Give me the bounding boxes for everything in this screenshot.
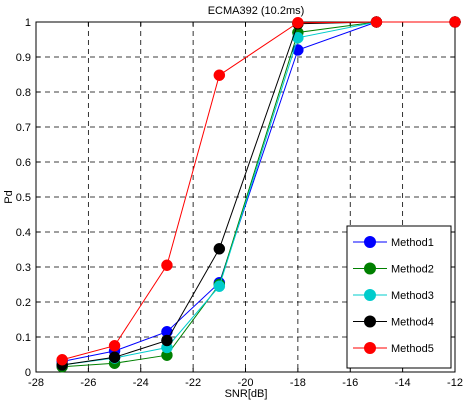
legend-box xyxy=(346,225,452,369)
legend-item: Method1 xyxy=(353,236,434,249)
x-tick-label: -22 xyxy=(185,377,201,389)
y-tick-label: 0.6 xyxy=(16,157,31,169)
legend-label: Method1 xyxy=(391,237,434,249)
x-tick-label: -28 xyxy=(28,377,44,389)
data-point xyxy=(292,16,304,29)
y-tick-label: 0.9 xyxy=(16,52,31,64)
legend-label: Method5 xyxy=(391,343,434,355)
legend: Method1 Method2 Method3 Method4 Method5 xyxy=(346,225,452,369)
data-point xyxy=(213,280,226,292)
x-axis-label: SNR[dB] xyxy=(225,388,268,400)
x-tick-label: -18 xyxy=(290,377,306,389)
legend-marker xyxy=(364,289,376,301)
data-point xyxy=(161,259,173,271)
data-point xyxy=(161,334,173,347)
legend-item: Method5 xyxy=(353,342,434,355)
series-group xyxy=(56,16,461,373)
y-tick-label: 0.4 xyxy=(16,227,31,239)
x-tick-label: -20 xyxy=(238,377,254,389)
x-tick-label: -14 xyxy=(395,377,411,389)
grid xyxy=(36,22,455,372)
data-point xyxy=(213,243,226,255)
y-tick-label: 0.3 xyxy=(16,262,31,274)
legend-item: Method3 xyxy=(353,289,434,302)
legend-label: Method4 xyxy=(391,317,434,329)
series-method5 xyxy=(56,16,461,366)
data-point xyxy=(449,16,461,28)
y-tick-label: 0.5 xyxy=(16,192,31,204)
legend-label: Method2 xyxy=(391,264,434,276)
legend-marker xyxy=(364,342,376,354)
data-point xyxy=(108,351,121,364)
y-tick-label: 0.1 xyxy=(16,332,31,344)
legend-item: Method4 xyxy=(353,315,434,329)
y-axis-label: Pd xyxy=(3,190,15,203)
y-tick-label: 1 xyxy=(25,17,31,29)
x-tick-label: -16 xyxy=(342,377,358,389)
x-tick-label: -24 xyxy=(133,377,149,389)
legend-item: Method2 xyxy=(353,262,434,276)
y-tick-label: 0.2 xyxy=(16,297,31,309)
legend-marker xyxy=(364,236,376,248)
legend-marker xyxy=(364,315,376,328)
legend-marker xyxy=(364,262,376,275)
y-tick-label: 0 xyxy=(25,367,31,379)
data-point xyxy=(213,69,226,81)
x-tick-label: -12 xyxy=(447,377,463,389)
y-tick-label: 0.7 xyxy=(16,122,31,134)
ticks: -28 -26 -24 -22 -20 -18 -16 -14 -12 0 0.1 0.2 0.3 0.4… xyxy=(16,17,463,389)
data-point xyxy=(292,32,304,44)
data-point xyxy=(56,354,68,366)
data-point xyxy=(108,340,121,352)
x-tick-label: -26 xyxy=(80,377,96,389)
data-point xyxy=(370,16,383,28)
chart-title: ECMA392 (10.2ms) xyxy=(208,5,305,17)
y-tick-label: 0.8 xyxy=(16,87,31,99)
legend-label: Method3 xyxy=(391,290,434,302)
